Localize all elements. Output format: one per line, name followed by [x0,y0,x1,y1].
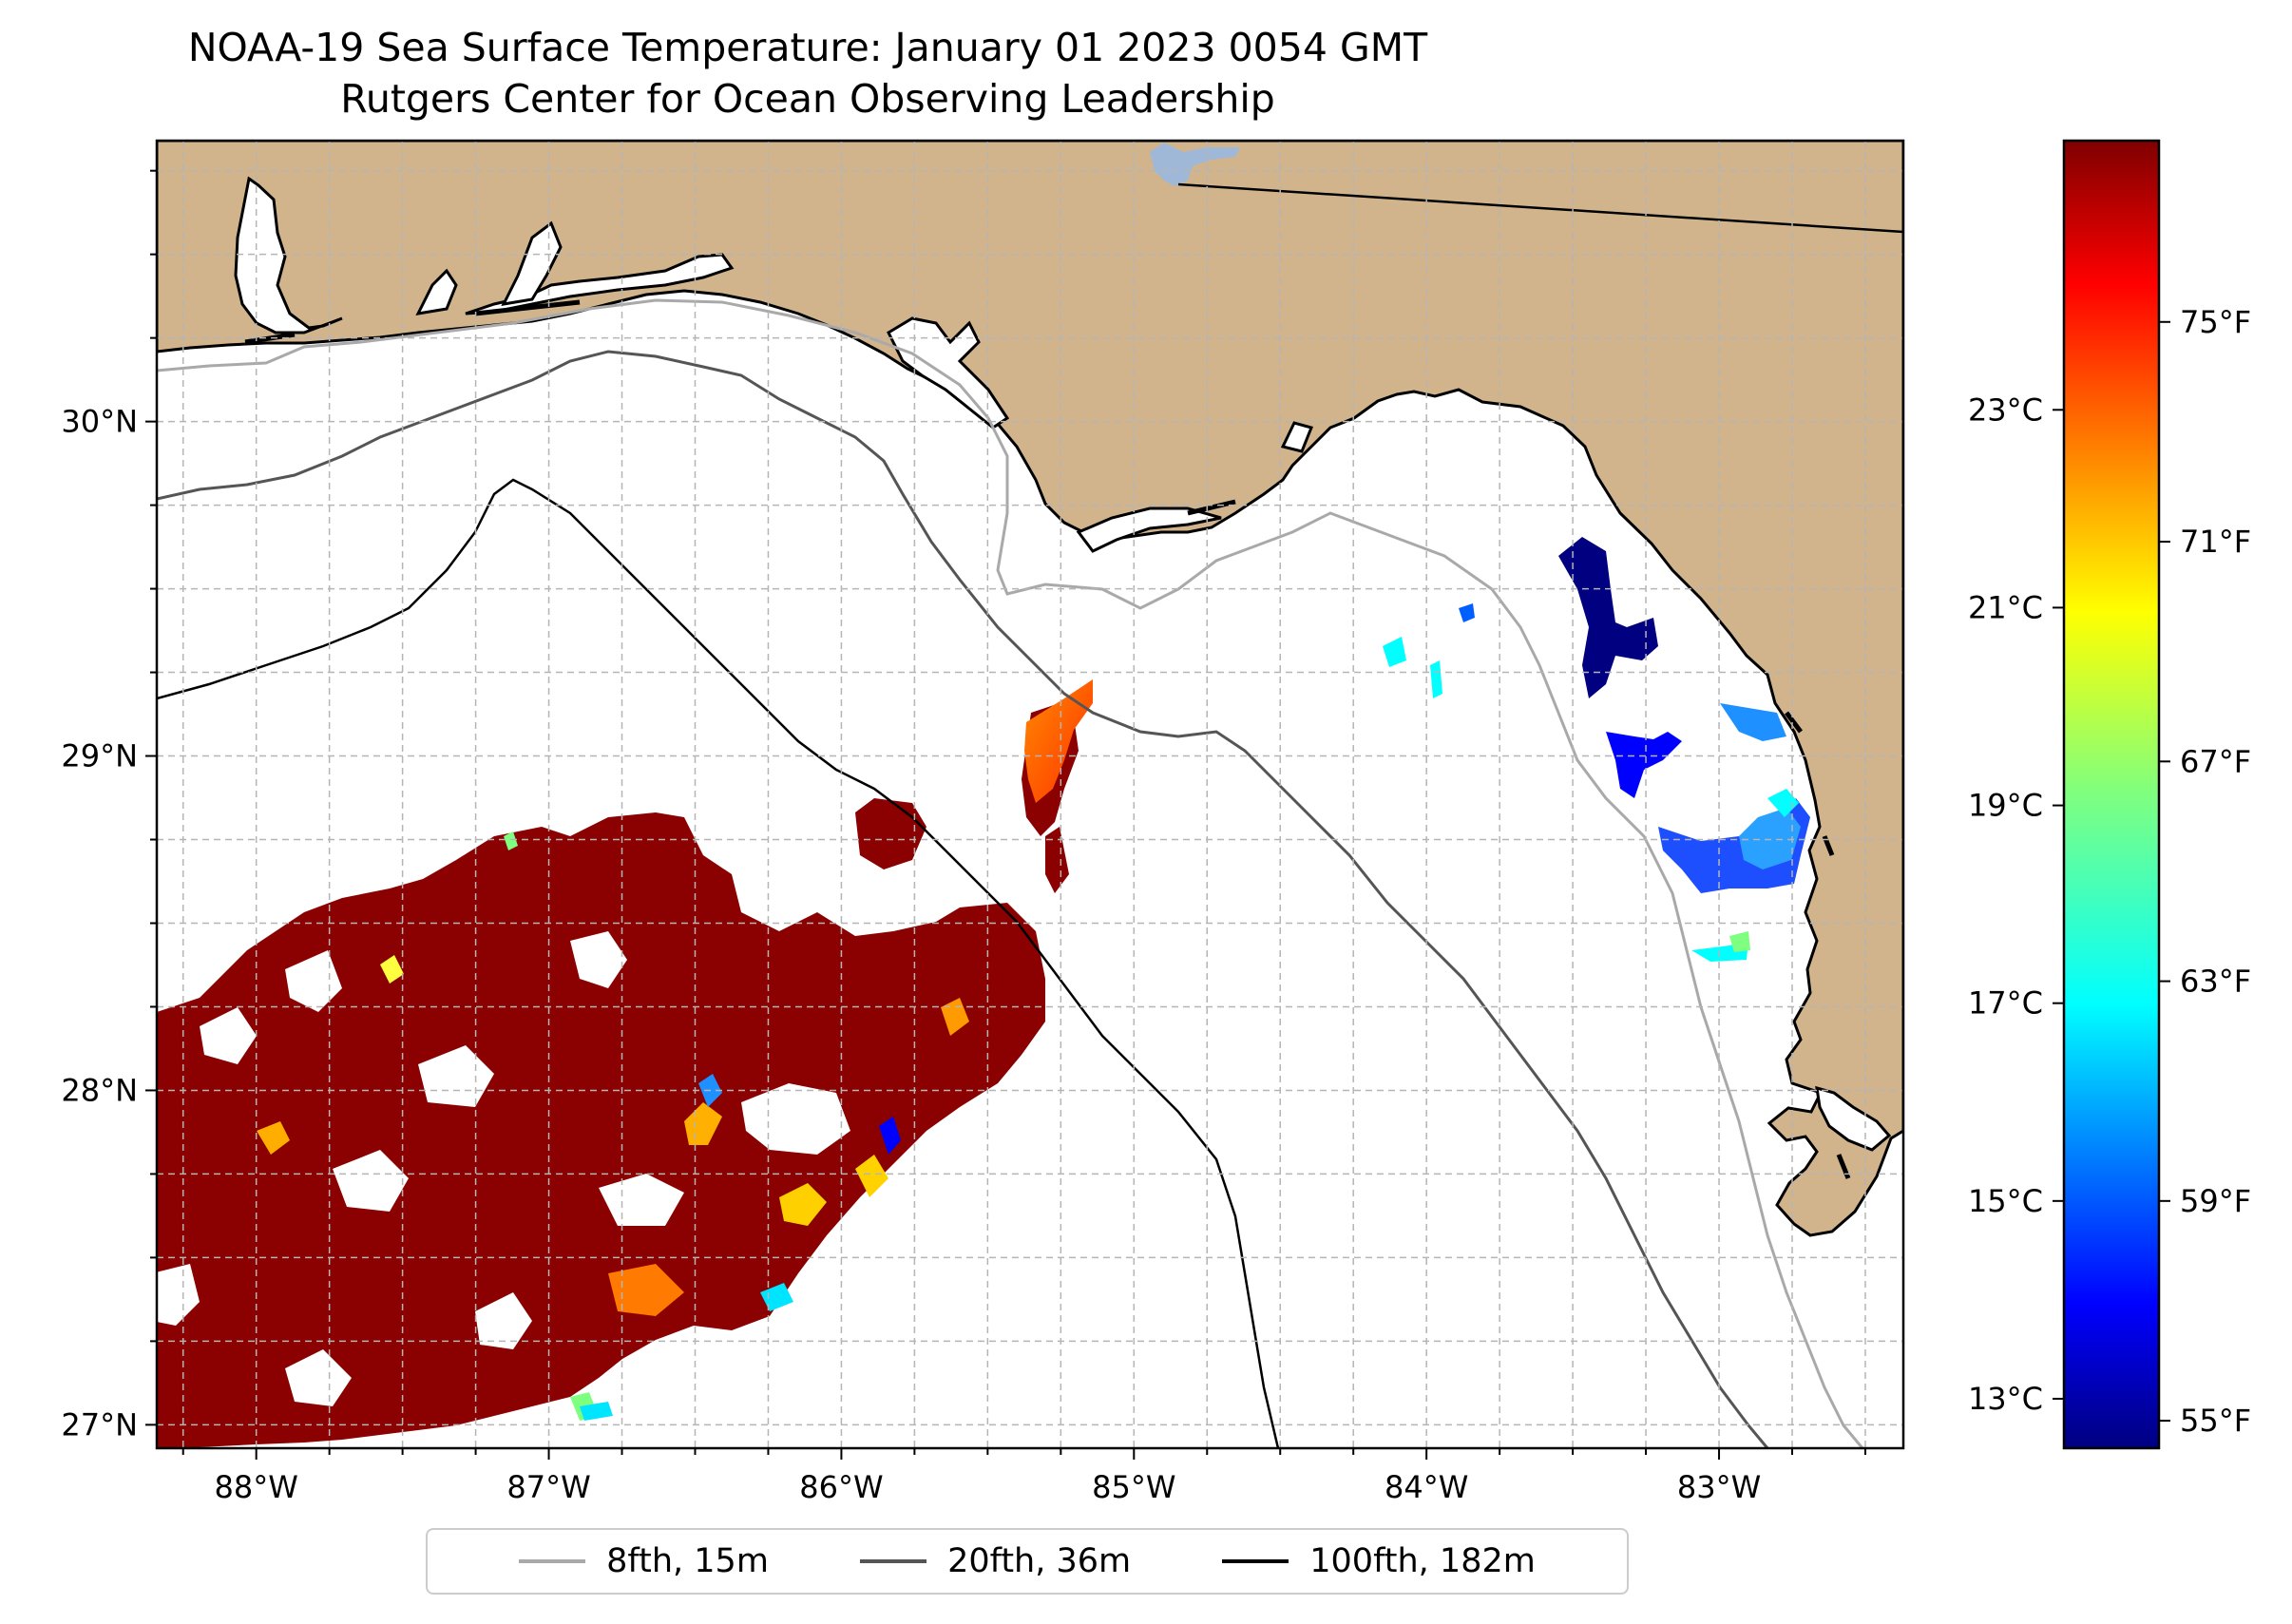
map-subtitle: Rutgers Center for Ocean Observing Leade… [340,76,1275,122]
colorbar-f-label: 63°F [2180,964,2251,1000]
x-tick-label: 88°W [214,1469,297,1505]
pensacola-bay [234,176,343,334]
map-plot-area [157,141,1903,1448]
bay-inlet-2 [415,268,458,315]
y-tick-label: 30°N [61,404,138,440]
isobath-20fth [157,350,1769,1448]
st-andrews-bay [887,316,1010,430]
colorbar-f-label: 67°F [2180,743,2251,779]
colorbar [2062,139,2161,1450]
colorbar-f-label: 71°F [2180,524,2251,560]
colorbar-c-label: 19°C [1968,788,2043,824]
y-tick-label: 27°N [61,1406,138,1442]
map-axes: 88°W 87°W 86°W 85°W 84°W 83°W 27°N 28°N 29°N 30°N [61,169,1866,1505]
barrier-islands [244,299,1851,1179]
x-tick-label: 84°W [1385,1469,1468,1505]
legend-item-8fth: 8fth, 15m [519,1542,769,1580]
legend-item-100fth: 100fth, 182m [1222,1542,1536,1580]
legend-label-8fth: 8fth, 15m [606,1542,769,1580]
isobath-legend: 8fth, 15m 20fth, 36m 100fth, 182m [426,1528,1629,1595]
colorbar-f-label: 75°F [2180,304,2251,340]
isobath-8fth [157,298,1864,1448]
ochlockonee-bay [1280,421,1314,453]
bay-inlet-1 [501,220,563,306]
legend-swatch-8fth [519,1559,586,1563]
legend-swatch-100fth [1222,1559,1289,1563]
map-frame [155,139,1905,1450]
colorbar-c-label: 21°C [1968,589,2043,625]
legend-label-100fth: 100fth, 182m [1309,1542,1536,1580]
colorbar-f-label: 55°F [2180,1403,2251,1439]
legend-label-20fth: 20fth, 36m [947,1542,1132,1580]
colorbar-c-label: 23°C [1968,392,2043,428]
state-boundary [1177,182,1903,234]
sst-cool-region [1383,537,1810,962]
colorbar-ticks: 75°F 71°F 67°F 63°F 59°F 55°F 23°C 21°C 19°C 17°C… [1968,304,2251,1439]
x-tick-label: 83°W [1677,1469,1761,1505]
map-title: NOAA-19 Sea Surface Temperature: January… [187,25,1428,70]
legend-swatch-20fth [860,1559,927,1563]
tampa-bay [1815,1085,1892,1152]
x-tick-label: 86°W [799,1469,883,1505]
colorbar-c-label: 13°C [1968,1381,2043,1417]
legend-item-20fth: 20fth, 36m [860,1542,1131,1580]
apalachicola-bay [1076,506,1222,553]
land-mass [157,141,1903,1237]
x-tick-label: 85°W [1092,1469,1175,1505]
y-tick-label: 28°N [61,1072,138,1108]
lake [1150,143,1240,186]
colorbar-c-label: 15°C [1968,1183,2043,1219]
colorbar-c-label: 17°C [1968,985,2043,1022]
colorbar-f-label: 59°F [2180,1183,2251,1219]
y-tick-label: 29°N [61,738,138,774]
isobath-100fth [157,478,1280,1448]
x-tick-label: 87°W [506,1469,590,1505]
map-gridlines [157,141,1903,1448]
sst-warm-region [157,679,1093,1448]
